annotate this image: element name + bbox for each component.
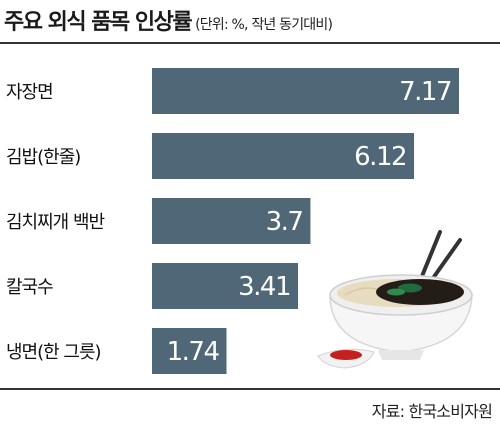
chart-title-block: 주요 외식 품목 인상률 (단위: %, 작년 동기대비)	[4, 4, 333, 36]
bar-3	[152, 198, 311, 244]
bar-5	[152, 328, 227, 374]
value-label-5: 1.74	[167, 337, 220, 367]
value-label-4: 3.41	[238, 272, 290, 302]
value-label-1: 7.17	[399, 77, 451, 107]
category-label-4: 칼국수	[6, 277, 53, 298]
bar-2	[152, 133, 415, 179]
category-label-2: 김밥(한줄)	[6, 147, 80, 168]
category-label-1: 자장면	[6, 82, 53, 103]
bottom-rule	[0, 388, 500, 390]
bar-4	[152, 263, 299, 309]
value-label-2: 6.12	[354, 142, 406, 172]
bars-group: 자장면 7.17 김밥(한줄) 6.12 김치찌개 백반 3.7 칼국수 3.41 냉면(한 그…	[6, 68, 459, 374]
value-label-3: 3.7	[266, 207, 303, 237]
top-rule	[0, 42, 500, 44]
category-label-5: 냉면(한 그릇)	[6, 342, 101, 363]
source-note: 자료: 한국소비자원	[371, 402, 493, 421]
bar-1	[152, 68, 459, 114]
jajangmyeon-bowl-icon	[317, 230, 473, 369]
chart-title: 주요 외식 품목 인상률	[4, 10, 193, 35]
category-label-3: 김치찌개 백반	[6, 212, 105, 233]
unit-note: (단위: %, 작년 동기대비)	[195, 17, 333, 33]
